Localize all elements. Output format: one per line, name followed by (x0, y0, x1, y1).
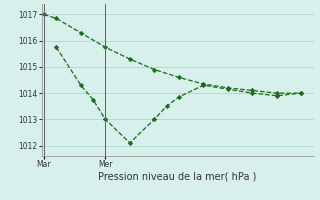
X-axis label: Pression niveau de la mer( hPa ): Pression niveau de la mer( hPa ) (99, 172, 257, 182)
